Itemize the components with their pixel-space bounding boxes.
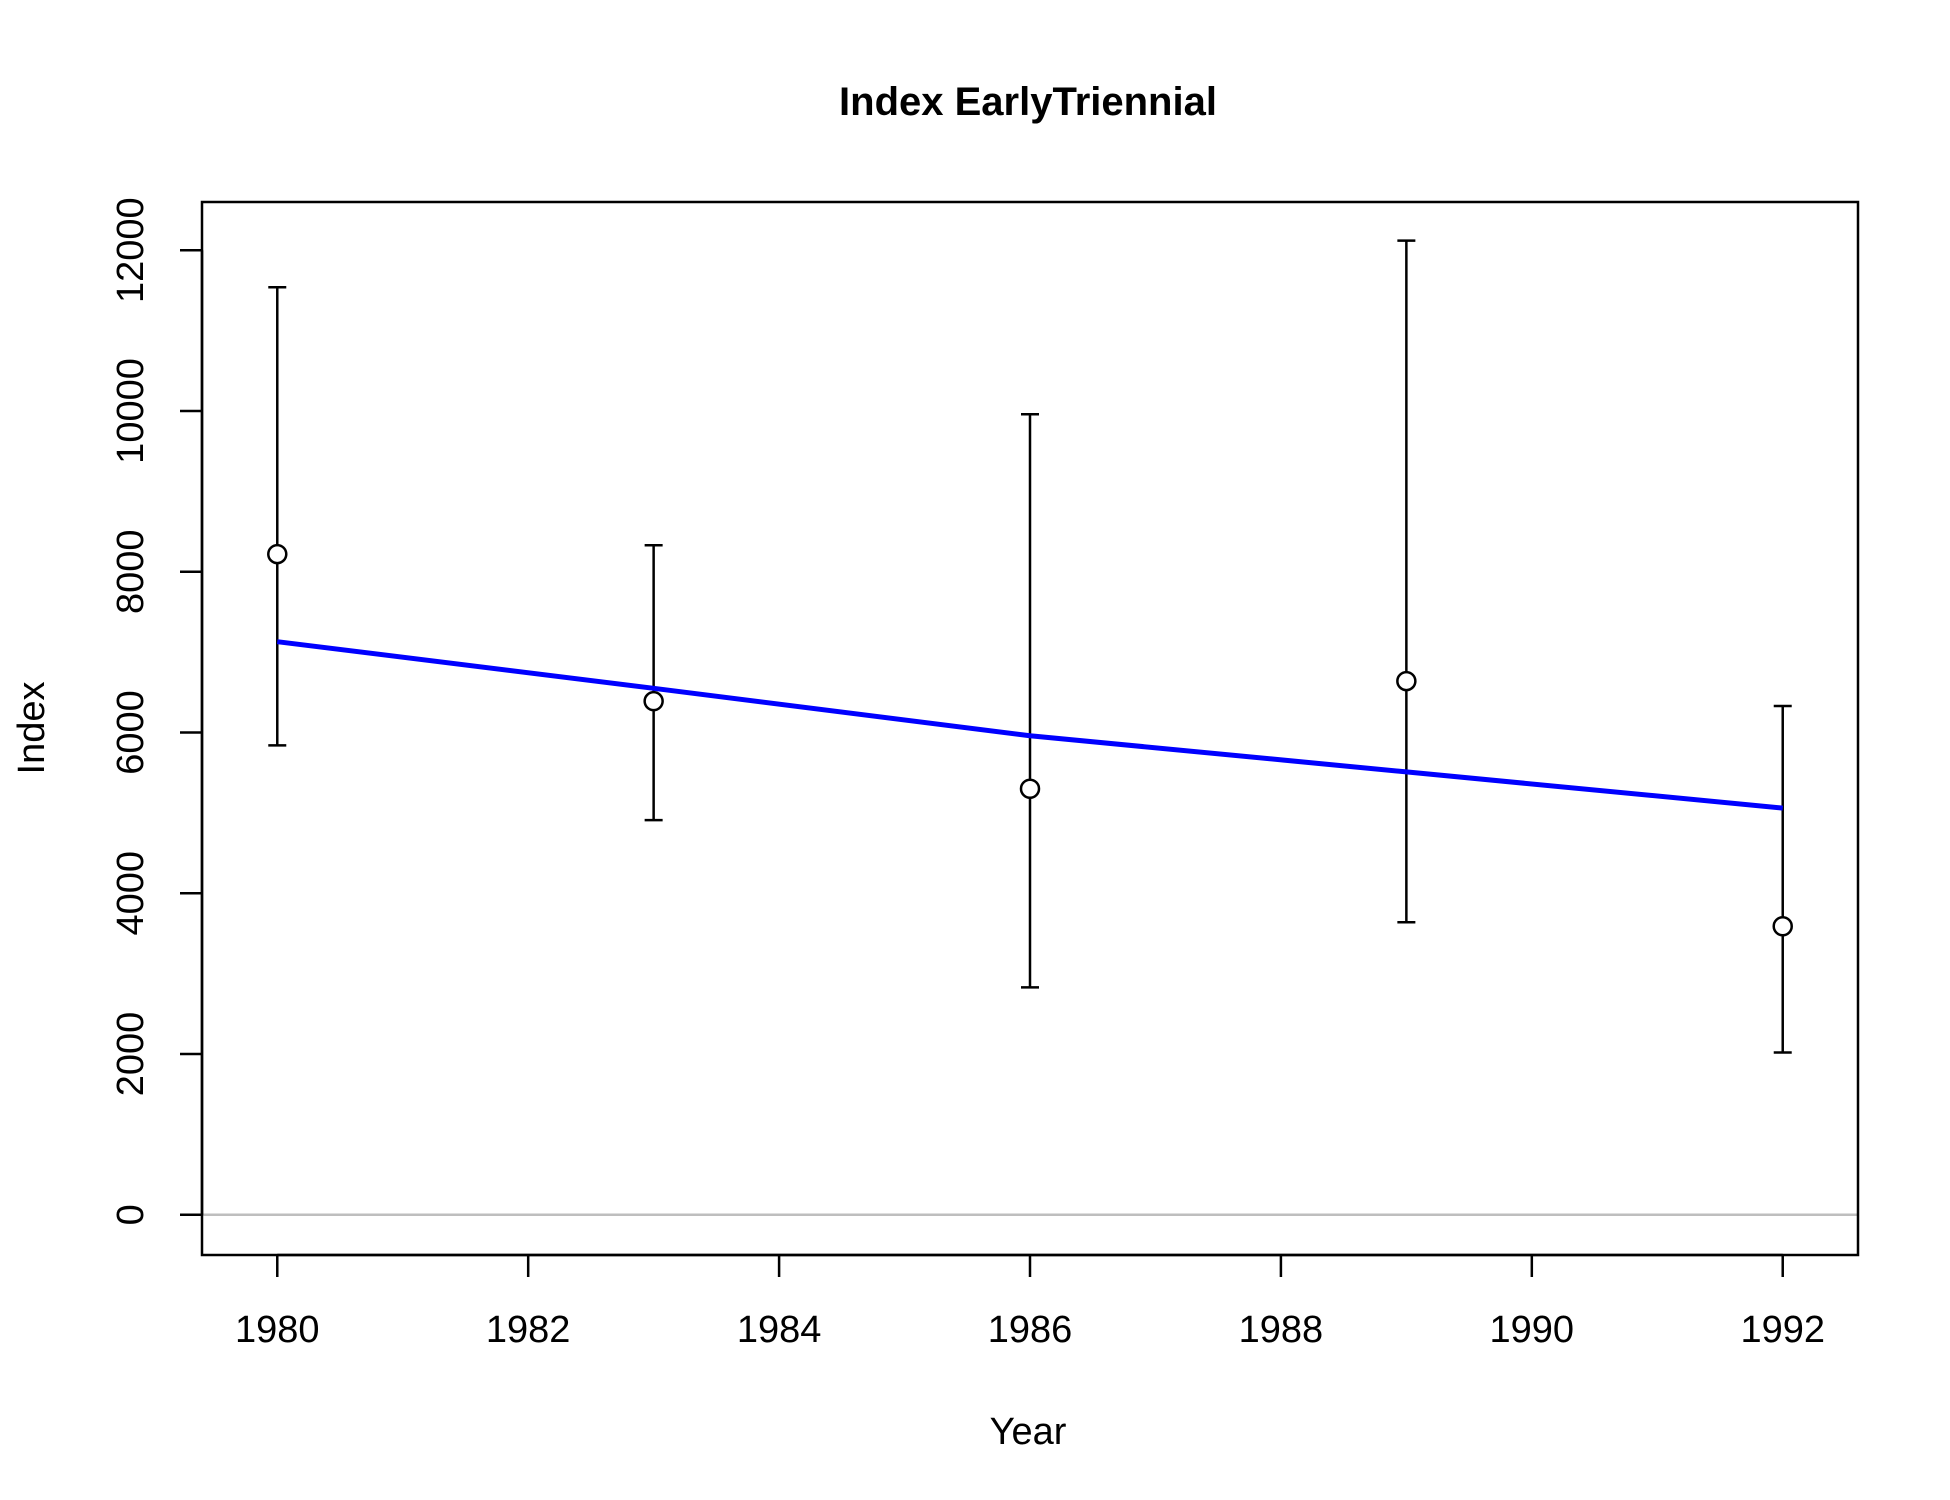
x-axis-label: Year: [990, 1411, 1067, 1453]
y-axis-label: Index: [11, 682, 53, 775]
error-bar: [1773, 704, 1792, 1054]
error-bar: [644, 543, 663, 822]
y-tick-label: 4000: [110, 851, 152, 936]
observed-point: [267, 543, 288, 565]
plot-area: [200, 200, 1860, 1257]
x-tick-label: 1992: [1740, 1309, 1825, 1351]
chart-title: Index EarlyTriennial: [839, 80, 1217, 124]
y-tick-label: 8000: [110, 529, 152, 614]
y-tick-label: 10000: [110, 358, 152, 464]
error-bar: [1397, 239, 1416, 924]
fitted-series-line: [276, 639, 1783, 811]
y-tick-label: 12000: [110, 197, 152, 303]
x-tick-label: 1982: [486, 1309, 571, 1351]
observed-point: [643, 690, 664, 712]
observed-point: [1396, 670, 1417, 692]
observed-point: [1019, 778, 1041, 800]
x-tick-label: 1984: [737, 1309, 822, 1351]
x-axis: 1980 1982 1984 1986 1988 1990 1992: [235, 1253, 1825, 1351]
error-bar: [268, 285, 287, 747]
y-tick-label: 6000: [110, 690, 152, 775]
x-tick-label: 1990: [1490, 1309, 1575, 1351]
y-axis: 0 2000 4000 6000 8000 10000 12000: [110, 197, 204, 1225]
x-tick-label: 1986: [988, 1309, 1073, 1351]
observed-point: [1772, 915, 1793, 937]
y-tick-label: 0: [110, 1204, 152, 1225]
x-tick-label: 1980: [235, 1309, 320, 1351]
error-bar: [1021, 412, 1039, 989]
y-tick-label: 2000: [110, 1012, 152, 1097]
x-tick-label: 1988: [1239, 1309, 1324, 1351]
